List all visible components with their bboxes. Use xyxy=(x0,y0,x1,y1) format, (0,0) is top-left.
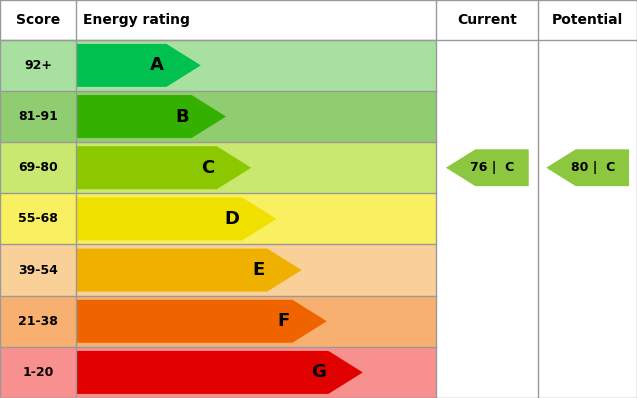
Text: 39-54: 39-54 xyxy=(18,263,58,277)
Text: D: D xyxy=(224,210,240,228)
Text: Potential: Potential xyxy=(552,13,623,27)
Text: 81-91: 81-91 xyxy=(18,110,58,123)
Bar xyxy=(0,91,436,142)
Polygon shape xyxy=(76,44,201,87)
Text: E: E xyxy=(252,261,264,279)
Polygon shape xyxy=(446,149,529,186)
Text: B: B xyxy=(175,107,189,125)
Text: 21-38: 21-38 xyxy=(18,315,58,328)
Bar xyxy=(0,347,436,398)
Text: Score: Score xyxy=(16,13,61,27)
Polygon shape xyxy=(76,351,363,394)
Bar xyxy=(0,296,436,347)
Text: C: C xyxy=(201,159,214,177)
Bar xyxy=(0,142,436,193)
Polygon shape xyxy=(76,300,327,343)
Polygon shape xyxy=(76,197,276,240)
Text: Current: Current xyxy=(457,13,517,27)
Polygon shape xyxy=(76,95,226,138)
Text: 80 |  C: 80 | C xyxy=(571,161,615,174)
Text: F: F xyxy=(278,312,290,330)
Text: 69-80: 69-80 xyxy=(18,161,58,174)
Polygon shape xyxy=(76,146,251,189)
Text: 76 |  C: 76 | C xyxy=(470,161,515,174)
Text: G: G xyxy=(311,363,326,381)
Text: 1-20: 1-20 xyxy=(22,366,54,379)
Bar xyxy=(0,40,436,91)
Text: 92+: 92+ xyxy=(24,59,52,72)
Text: 55-68: 55-68 xyxy=(18,213,58,225)
Bar xyxy=(0,193,436,244)
Polygon shape xyxy=(546,149,629,186)
Text: Energy rating: Energy rating xyxy=(83,13,190,27)
Text: A: A xyxy=(150,57,164,74)
Bar xyxy=(0,244,436,296)
Polygon shape xyxy=(76,249,301,292)
